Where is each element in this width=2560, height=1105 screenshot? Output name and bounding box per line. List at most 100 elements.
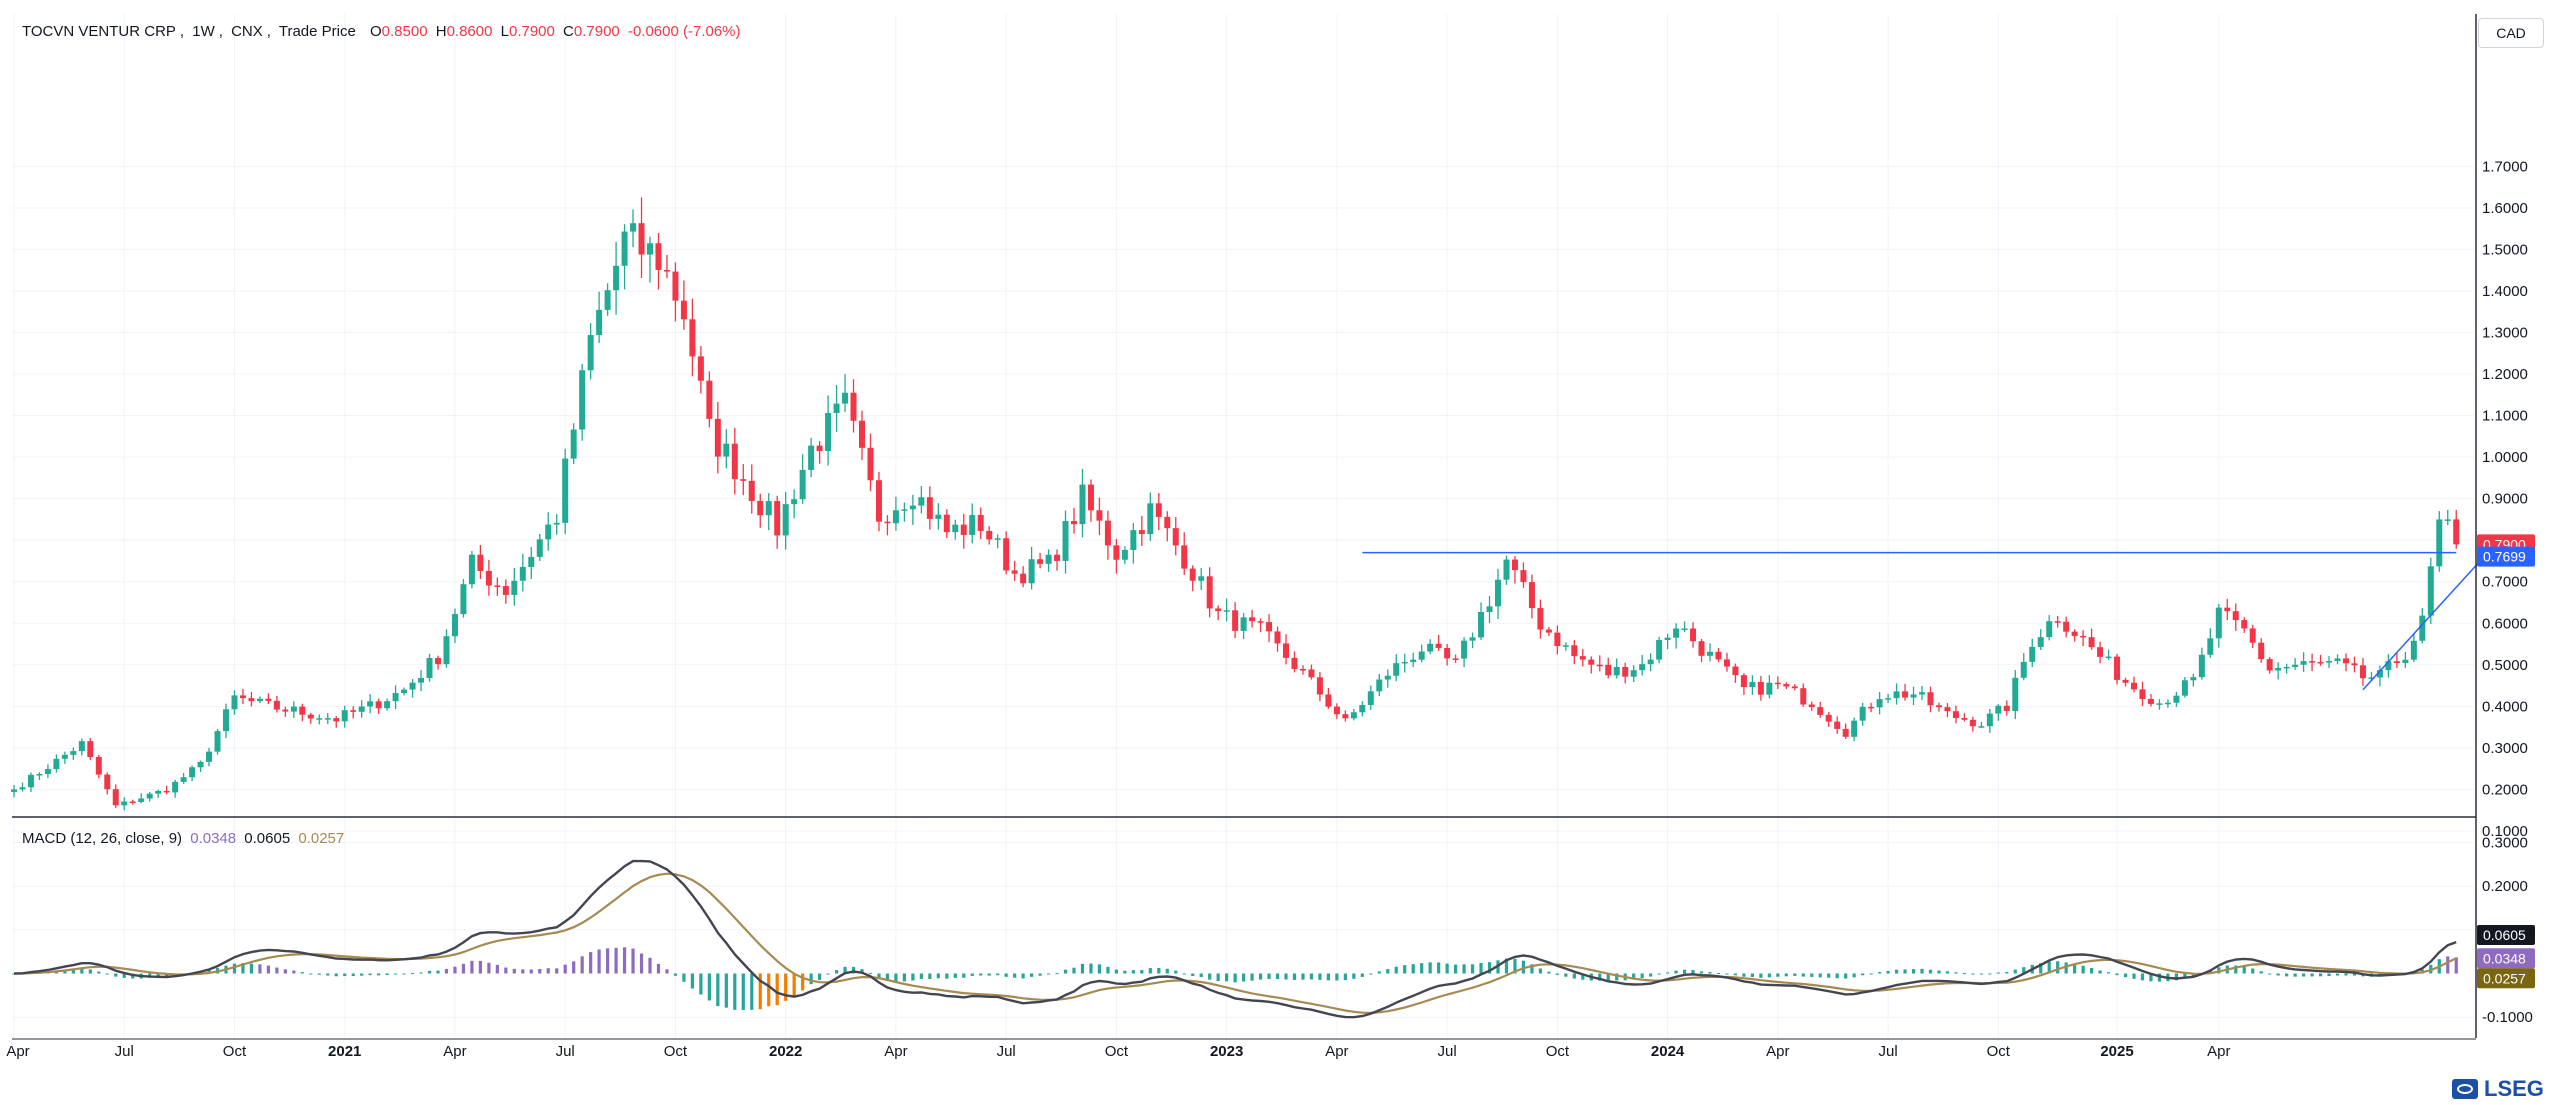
- candle-body: [2343, 658, 2349, 664]
- candle-body: [2444, 519, 2451, 521]
- macd-histogram-bar: [2005, 972, 2009, 974]
- macd-histogram-bar: [1886, 970, 1890, 974]
- price-tick-label: 1.7000: [2482, 158, 2528, 175]
- macd-histogram-bar: [902, 973, 906, 982]
- candle-body: [2046, 621, 2053, 638]
- macd-histogram-bar: [1479, 962, 1483, 974]
- candle-body: [1350, 712, 1357, 719]
- time-tick-label: Oct: [223, 1043, 247, 1060]
- candle-body: [384, 701, 391, 709]
- candle-body: [1774, 682, 1781, 685]
- candle-body: [706, 380, 713, 419]
- candle-body: [282, 709, 289, 712]
- macd-histogram-bar: [512, 968, 516, 974]
- candle-body: [1834, 721, 1841, 729]
- macd-histogram-bar: [122, 973, 126, 978]
- macd-histogram-bar: [2191, 973, 2195, 977]
- candle-body: [418, 678, 425, 683]
- macd-histogram-bar: [1530, 964, 1534, 974]
- candle-body: [1503, 559, 1510, 580]
- candle-body: [155, 790, 162, 794]
- candle-body: [528, 556, 535, 567]
- symbol-name: TOCVN VENTUR CRP: [22, 23, 176, 40]
- macd-histogram-bar: [1818, 973, 1822, 978]
- candle-body: [1291, 657, 1298, 669]
- macd-histogram-bar: [495, 964, 499, 974]
- macd-histogram-bar: [622, 947, 627, 974]
- macd-histogram-bar: [444, 968, 449, 974]
- macd-histogram-bar: [1962, 973, 1966, 975]
- candle-body: [2147, 698, 2154, 704]
- macd-histogram-bar: [1403, 965, 1407, 974]
- candle-body: [341, 710, 348, 722]
- candle-body: [358, 706, 365, 712]
- macd-histogram-bar: [928, 973, 932, 979]
- macd-histogram-bar: [1716, 973, 1721, 975]
- drawing-tools[interactable]: [1362, 535, 2504, 691]
- currency-button[interactable]: CAD: [2478, 18, 2544, 48]
- macd-histogram-bar: [1852, 973, 1856, 978]
- candle-body: [680, 300, 687, 320]
- candle-body: [1240, 617, 1247, 631]
- macd-histogram-bar: [1411, 964, 1415, 974]
- candle-body: [2063, 621, 2070, 632]
- macd-histogram-bar: [275, 967, 279, 974]
- candle-body: [511, 580, 518, 595]
- macd-histogram-bar: [343, 973, 347, 977]
- macd-histogram-bar: [792, 973, 796, 997]
- candle-body: [1707, 651, 1713, 656]
- macd-histogram-bar: [249, 963, 254, 974]
- macd-histogram-bar: [580, 956, 584, 974]
- macd-histogram-bar: [1513, 958, 1517, 974]
- macd-histogram-bar: [1869, 973, 1873, 975]
- macd-signal-value: 0.0257: [298, 830, 345, 847]
- candle-body: [825, 413, 832, 451]
- candle-body: [689, 319, 696, 357]
- macd-histogram-bar: [1487, 962, 1492, 974]
- candle-body: [2181, 680, 2188, 696]
- candle-body: [1249, 617, 1256, 622]
- macd-histogram-bar: [2140, 973, 2145, 981]
- candle-body: [1876, 699, 1883, 708]
- macd-histogram-bar: [368, 973, 372, 976]
- price-tick-label: 0.2000: [2482, 781, 2528, 798]
- candle-body: [2419, 615, 2426, 641]
- candle-body: [926, 497, 933, 519]
- macd-histogram-bar: [1377, 971, 1381, 974]
- macd-histogram-bar: [1114, 969, 1118, 974]
- ohlc-open: 0.8500: [381, 23, 428, 40]
- macd-histogram-bar: [868, 972, 873, 974]
- macd-histogram-bar: [1309, 973, 1314, 980]
- macd-histogram-bar: [385, 973, 389, 976]
- macd-histogram-bar: [165, 973, 169, 977]
- time-axis[interactable]: Apr Jul Oct 2021 Apr Jul Oct 2022 Apr Jul Oct 2023 A…: [6, 1043, 2230, 1060]
- macd-histogram-bar: [885, 973, 890, 982]
- macd-tick-label: -0.1000: [2482, 1009, 2533, 1026]
- macd-histogram-bar: [156, 973, 160, 978]
- macd-histogram-bar: [1445, 963, 1449, 974]
- macd-histogram-bar: [826, 973, 830, 975]
- candle-body: [935, 514, 942, 519]
- candle-body: [613, 265, 620, 291]
- symbol-legend[interactable]: TOCVN VENTUR CRP, 1W, CNX, Trade Price O…: [22, 23, 741, 40]
- candle-body: [808, 445, 815, 470]
- candle-body: [1333, 706, 1340, 715]
- macd-histogram-bar: [2123, 973, 2128, 978]
- macd-histogram-bar: [326, 973, 330, 976]
- macd-histogram-bar: [1674, 970, 1678, 974]
- macd-histogram-bar: [2234, 965, 2238, 974]
- price-tick-label: 1.2000: [2482, 366, 2528, 383]
- candle-body: [1817, 707, 1824, 715]
- candle-body: [256, 698, 263, 702]
- candle-body: [2334, 658, 2341, 661]
- candle-body: [163, 790, 170, 793]
- candle-body: [884, 521, 891, 524]
- macd-histogram-bar: [818, 973, 822, 980]
- price-axis[interactable]: 0.1000 0.2000 0.3000 0.4000 0.5000 0.6000 0.70…: [2482, 158, 2528, 840]
- macd-histogram-bar: [2242, 966, 2246, 974]
- macd-histogram-bar: [1470, 964, 1475, 974]
- candle-body: [545, 524, 552, 540]
- macd-histogram-bar: [1759, 973, 1763, 978]
- macd-legend[interactable]: MACD (12, 26, close, 9) 0.0348 0.0605 0.…: [22, 830, 348, 847]
